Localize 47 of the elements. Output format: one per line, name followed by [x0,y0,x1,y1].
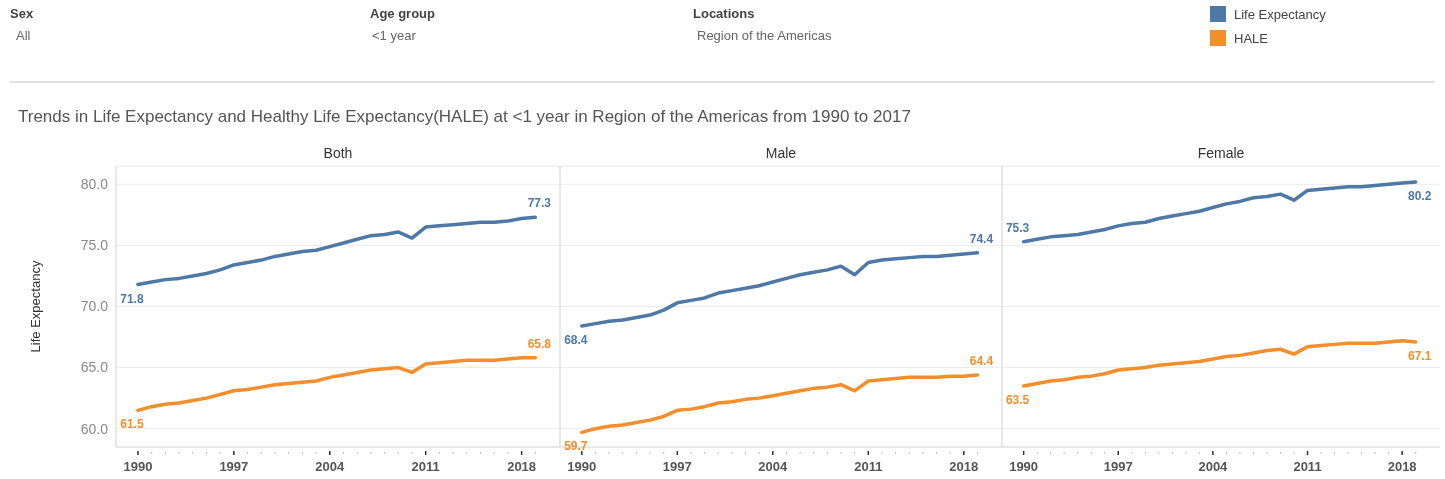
chart-title: Both [323,145,353,161]
y-tick-label: 80.0 [80,176,109,193]
text: Locations [693,6,755,21]
x-tick-label: 2011 [854,459,883,474]
x-tick-label: 2018 [1387,459,1417,474]
data-label: 67.1 [1407,348,1432,363]
data-label: 64.4 [969,353,994,368]
text: Sex [10,6,34,21]
text: Region of the Americas [697,28,832,43]
text: All [16,28,31,43]
x-tick-label: 1990 [123,459,153,474]
x-tick-label: 1990 [567,459,597,474]
x-tick-label: 1997 [1103,459,1133,474]
x-tick-label: 2011 [1293,459,1322,474]
x-tick-label: 2011 [411,459,440,474]
data-label: 65.8 [527,336,552,351]
text: <1 year [372,28,417,43]
data-label: 68.4 [564,333,588,348]
legend-label: HALE [1234,30,1269,46]
x-tick-label: 2004 [1198,459,1229,474]
data-label: 77.3 [527,196,552,211]
y-tick-label: 75.0 [80,237,109,254]
y-axis-title: Life Expectancy [28,260,43,353]
data-label: 75.3 [1005,220,1030,235]
data-label: 80.2 [1407,188,1432,203]
data-label: 61.5 [120,417,144,432]
legend-label: Life Expectancy [1234,6,1327,22]
x-tick-label: 2018 [949,459,979,474]
y-tick-label: 60.0 [80,420,109,437]
y-tick-label: 70.0 [80,298,109,315]
data-label: 63.5 [1005,392,1030,407]
x-tick-label: 2004 [758,459,789,474]
x-tick-label: 2004 [315,459,346,474]
line-series [136,215,538,287]
x-tick-label: 1997 [219,459,249,474]
chart-title: Female [1197,145,1245,161]
y-tick-label: 65.0 [80,359,109,376]
x-tick-label: 1997 [662,459,692,474]
text: Trends in Life Expectancy and Healthy Life Expectancy(HALE) at <1 year in Region of the Americas from 1990 to 2017 [18,107,911,126]
line-series [136,356,538,413]
text: Age group [370,6,436,21]
chart-title: Male [765,145,797,161]
x-tick-label: 1990 [1009,459,1039,474]
data-label: 59.7 [564,439,588,454]
x-tick-label: 2018 [507,459,537,474]
data-label: 74.4 [969,231,994,246]
data-label: 71.8 [120,291,144,306]
